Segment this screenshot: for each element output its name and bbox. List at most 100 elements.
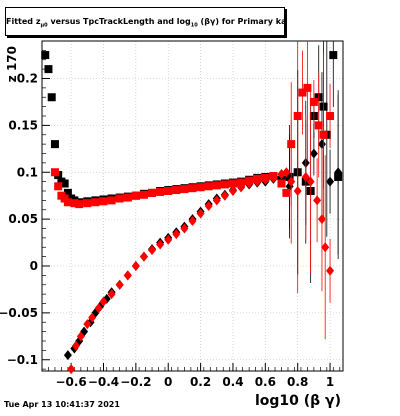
red-square-point [164,187,173,195]
red-square-point [75,200,84,209]
red-diamond-point [148,245,157,256]
x-axis-title: log10 (β γ) [255,393,341,409]
red-diamond-point [139,251,148,262]
red-diamond-point [228,186,237,196]
red-square-point [50,168,59,177]
black-square-point [63,188,72,197]
red-square-point [107,196,116,205]
y-tick-label: −0.05 [0,306,38,320]
red-square-point [314,121,323,130]
red-diamond-point [261,174,270,185]
x-tick-label: 0.2 [190,375,211,389]
red-diamond-point [123,270,132,281]
red-diamond-point [237,182,246,193]
red-square-point [180,185,189,194]
red-diamond-point [71,340,80,351]
red-square-point [277,179,286,188]
red-diamond-point [326,265,335,276]
red-square-point [63,198,72,207]
timestamp-footer: Tue Apr 13 10:41:37 2021 [4,400,120,409]
red-diamond-point [99,296,108,307]
red-square-point [196,183,205,192]
x-tick-label: −0.2 [120,375,151,389]
y-tick-label: 0 [30,259,38,273]
x-tick-label: −0.6 [55,375,86,389]
black-square-point [47,93,56,102]
x-tick-label: 0.6 [255,375,276,389]
red-square-point [156,187,165,196]
y-tick-label: 0.15 [8,118,38,132]
red-square-point [228,179,237,188]
red-diamond-point [172,229,181,240]
x-tick-label: 0.4 [222,375,243,389]
red-diamond-point [321,242,330,253]
black-square-point [50,140,59,149]
red-square-point [326,112,335,120]
red-diamond-point [76,331,85,342]
red-diamond-point [204,201,213,211]
red-diamond-point [306,176,315,187]
red-diamond-point [293,186,302,196]
red-square-point [131,191,140,200]
red-diamond-point [67,364,76,375]
y-tick-label: 0.1 [17,165,38,179]
red-diamond-point [220,190,229,201]
red-diamond-point [253,176,262,187]
red-diamond-point [180,223,189,234]
red-square-point [298,88,307,97]
black-square-point [329,51,338,60]
red-diamond-point [156,239,165,250]
black-diamond-point [309,148,318,159]
red-square-point [115,194,124,203]
red-diamond-point [88,312,97,323]
red-square-point [303,83,312,92]
red-diamond-point [115,279,124,290]
red-square-point [172,186,181,195]
red-diamond-point [164,234,173,245]
red-square-point [99,197,108,206]
x-tick-label: 0 [164,375,172,389]
red-square-point [309,97,318,106]
red-diamond-point [196,208,205,219]
y-tick-label: 0.2 [17,72,38,86]
x-tick-label: −0.4 [88,375,119,389]
red-square-point [148,188,157,197]
red-diamond-point [83,319,92,330]
red-diamond-point [107,289,116,300]
y-tick-label: 0.05 [8,212,38,226]
x-tick-label: 1 [326,375,334,389]
red-diamond-point [212,195,221,206]
x-tick-label: 0.8 [287,375,308,389]
title-log-subscript: 10 [190,22,198,29]
red-diamond-point [188,216,197,226]
title-prefix: Fitted [6,17,34,26]
black-square-point [41,51,50,60]
red-diamond-point [287,176,296,187]
red-diamond-point [269,172,278,183]
red-square-point [91,198,100,207]
title-middle: versus TpcTrackLength and log [50,17,191,26]
title-z-symbol: z [35,17,41,26]
y-tick-label: −0.1 [7,353,38,367]
title-suffix: (βγ) for Primary kaon+ [200,17,284,26]
red-square-point [282,188,291,197]
red-square-point [70,199,79,208]
red-diamond-point [131,261,140,271]
black-square-point [44,65,53,74]
red-square-point [123,193,132,202]
red-diamond-point [301,171,310,182]
red-square-point [212,181,221,190]
chart-title: Fitted zμ0 versus TpcTrackLength and log… [5,7,285,36]
red-diamond-point [317,214,326,225]
y-axis-title: z 170 [5,46,19,82]
plot-frame [41,40,344,372]
red-square-point [188,184,197,193]
red-square-point [319,130,328,139]
black-square-point [60,179,69,188]
red-square-point [220,180,229,189]
red-square-point [139,190,148,199]
red-diamond-point [94,303,103,314]
red-diamond-point [245,178,254,189]
